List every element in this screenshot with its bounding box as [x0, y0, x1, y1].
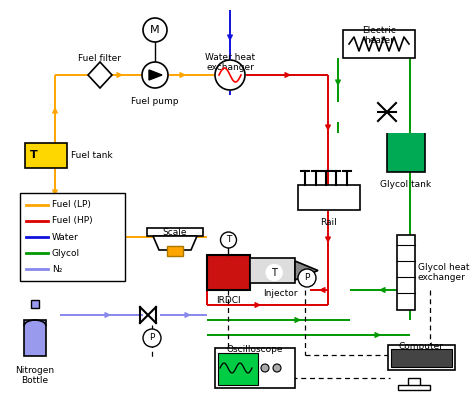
Text: Scale: Scale: [163, 228, 187, 237]
Circle shape: [261, 364, 269, 372]
Bar: [25, 143, 67, 168]
Circle shape: [142, 62, 168, 88]
Text: T: T: [30, 150, 38, 160]
Bar: [31, 300, 39, 308]
Polygon shape: [295, 261, 318, 280]
Polygon shape: [149, 70, 162, 80]
Text: Glycol heat
exchanger: Glycol heat exchanger: [418, 263, 470, 282]
Text: Injector: Injector: [263, 289, 297, 298]
Bar: [298, 185, 360, 210]
Text: P: P: [149, 333, 155, 343]
Bar: [398, 385, 430, 390]
Bar: [218, 353, 258, 385]
Text: Water heat
exchanger: Water heat exchanger: [205, 53, 255, 72]
Circle shape: [220, 232, 237, 248]
Text: Water: Water: [52, 233, 79, 241]
Bar: [20, 193, 125, 281]
Circle shape: [143, 329, 161, 347]
Bar: [343, 30, 415, 58]
Bar: [388, 345, 455, 370]
Text: T: T: [271, 268, 277, 278]
Text: Fuel filter: Fuel filter: [79, 54, 121, 63]
Polygon shape: [153, 236, 197, 250]
Text: Glycol tank: Glycol tank: [381, 180, 431, 189]
Circle shape: [273, 364, 281, 372]
Text: Electric
heater: Electric heater: [362, 26, 396, 45]
Bar: [147, 228, 203, 236]
Circle shape: [143, 18, 167, 42]
Text: Fuel tank: Fuel tank: [71, 151, 113, 160]
Bar: [408, 378, 420, 388]
Text: IRDCI: IRDCI: [216, 296, 241, 305]
Circle shape: [298, 269, 316, 287]
Text: Fuel (HP): Fuel (HP): [52, 216, 92, 225]
Polygon shape: [387, 133, 425, 172]
Text: Oscilloscope: Oscilloscope: [227, 345, 283, 354]
Text: M: M: [150, 25, 160, 35]
Bar: [207, 255, 250, 290]
Text: Glycol: Glycol: [52, 249, 80, 258]
Bar: [215, 348, 295, 388]
Bar: [391, 349, 452, 367]
Circle shape: [266, 264, 282, 281]
Text: Fuel (LP): Fuel (LP): [52, 200, 91, 210]
Text: Fuel pump: Fuel pump: [131, 97, 179, 106]
Text: Nitrogen
Bottle: Nitrogen Bottle: [16, 366, 55, 385]
Circle shape: [215, 60, 245, 90]
Bar: [250, 258, 295, 283]
Text: Computer: Computer: [399, 342, 444, 351]
Text: P: P: [304, 274, 310, 283]
Text: N₂: N₂: [52, 264, 63, 274]
Bar: [397, 235, 415, 310]
Text: T: T: [226, 235, 231, 245]
Bar: [24, 320, 46, 356]
Text: Rail: Rail: [320, 218, 337, 227]
Bar: [167, 246, 183, 256]
Polygon shape: [88, 62, 112, 88]
